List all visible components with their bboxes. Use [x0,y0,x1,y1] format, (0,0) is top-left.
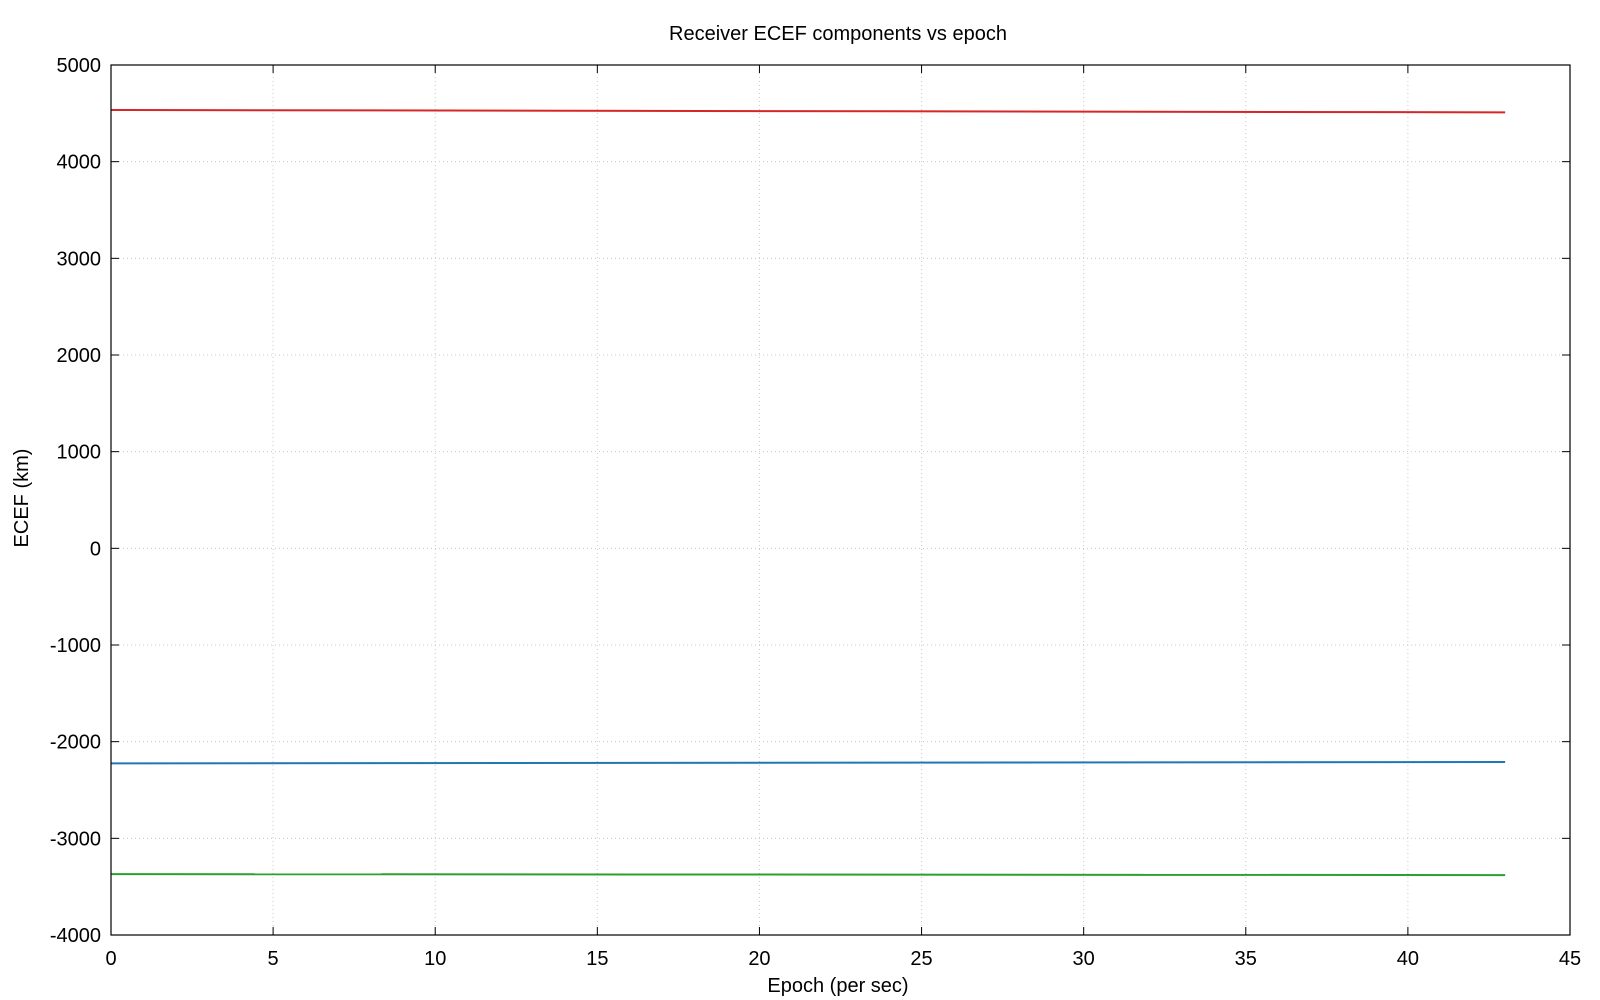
y-tick-label: 3000 [57,248,102,270]
x-tick-label: 0 [105,948,116,970]
plot-area-border [110,64,1571,936]
y-tick-label: 1000 [57,442,102,464]
x-tick-label: 25 [910,948,932,970]
x-tick-label: 30 [1073,948,1095,970]
y-tick-label: -1000 [50,635,101,657]
y-tick-label: -3000 [50,828,101,850]
grid [111,65,1570,935]
x-tick-label: 10 [424,948,446,970]
series-line [110,760,1506,765]
axis-ticks [110,64,1571,936]
x-tick-label: 5 [268,948,279,970]
y-tick-label: 5000 [57,55,102,77]
series-line [110,108,1506,114]
series-layer [110,108,1506,877]
y-tick-label: -2000 [50,732,101,754]
x-tick-label: 40 [1397,948,1419,970]
y-tick-label: 0 [90,538,101,560]
y-axis-label: ECEF (km) [11,449,33,548]
chart-title: Receiver ECEF components vs epoch [669,23,1007,45]
y-tick-label: 2000 [57,345,102,367]
series-line [110,873,1506,877]
x-tick-label: 45 [1559,948,1581,970]
x-axis-label: Epoch (per sec) [767,975,908,997]
x-tick-label: 20 [748,948,770,970]
tick-labels: 0 5 10 15 20 25 30 35 40 45 -4000 -3000 -2000 -1000 0 1… [50,55,1581,970]
y-tick-label: 4000 [57,152,102,174]
x-tick-label: 35 [1235,948,1257,970]
y-tick-label: -4000 [50,925,101,947]
x-tick-label: 15 [586,948,608,970]
